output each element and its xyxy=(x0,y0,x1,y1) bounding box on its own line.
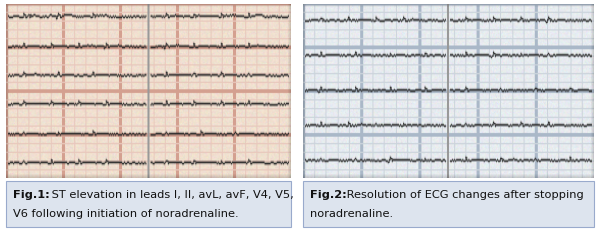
Text: Resolution of ECG changes after stopping: Resolution of ECG changes after stopping xyxy=(343,189,584,199)
Text: V6 following initiation of noradrenaline.: V6 following initiation of noradrenaline… xyxy=(13,208,239,218)
Text: noradrenaline.: noradrenaline. xyxy=(310,208,394,218)
Text: Fig.1:: Fig.1: xyxy=(13,189,50,199)
Text: ST elevation in leads I, II, avL, avF, V4, V5,: ST elevation in leads I, II, avL, avF, V… xyxy=(48,189,294,199)
FancyBboxPatch shape xyxy=(303,181,594,227)
Text: Fig.2:: Fig.2: xyxy=(310,189,347,199)
FancyBboxPatch shape xyxy=(6,181,291,227)
